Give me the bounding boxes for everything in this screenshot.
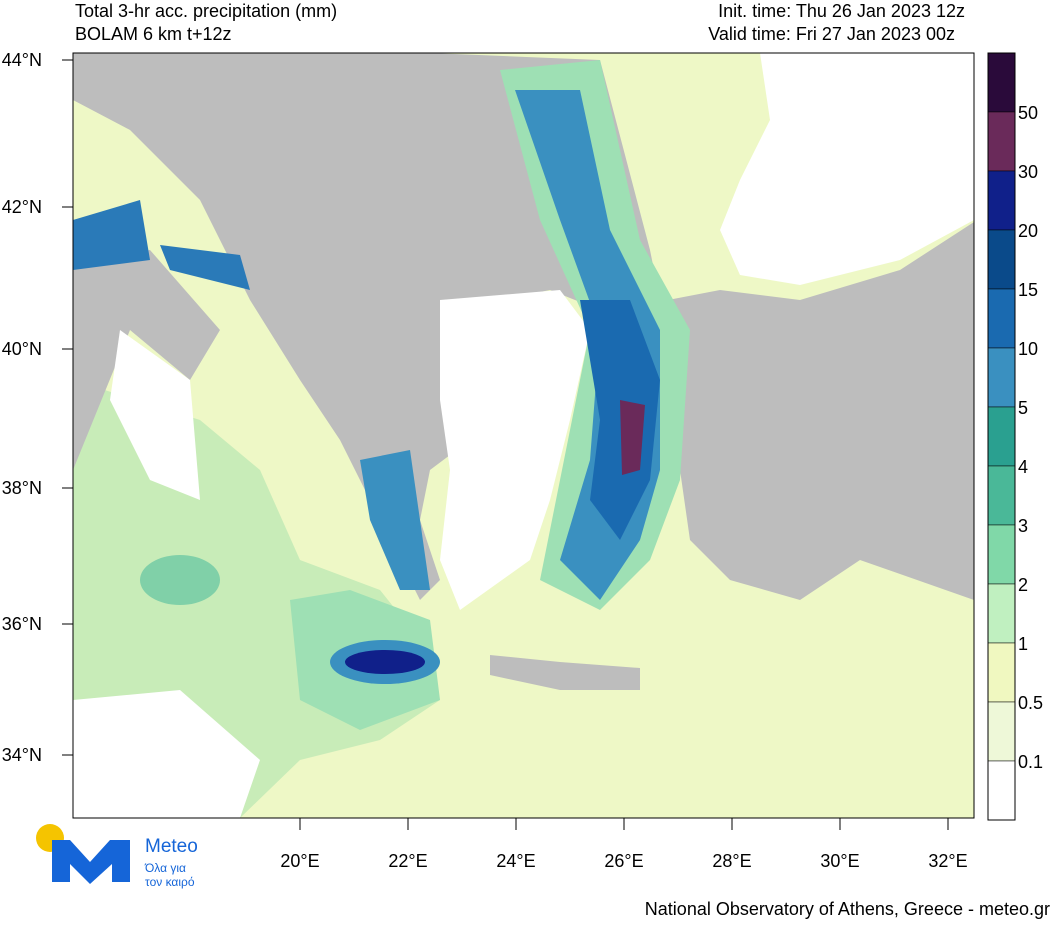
valid-time: Valid time: Fri 27 Jan 2023 00z bbox=[708, 24, 955, 44]
colorbar-label: 30 bbox=[1018, 162, 1038, 182]
colorbar-swatch bbox=[987, 347, 1016, 408]
logo-name: Meteo bbox=[145, 836, 198, 857]
colorbar-swatch bbox=[987, 524, 1016, 585]
logo: Meteo Όλα για τον καιρό bbox=[36, 824, 198, 889]
lon-label: 24°E bbox=[496, 851, 535, 871]
init-time: Init. time: Thu 26 Jan 2023 12z bbox=[718, 1, 965, 21]
lat-label: 44°N bbox=[2, 50, 42, 70]
colorbar-label: 5 bbox=[1018, 398, 1028, 418]
lon-label: 22°E bbox=[388, 851, 427, 871]
lat-label: 40°N bbox=[2, 339, 42, 359]
colorbar-swatch bbox=[987, 642, 1016, 703]
lon-label: 32°E bbox=[928, 851, 967, 871]
colorbar-swatch bbox=[987, 288, 1016, 349]
title: Total 3-hr acc. precipitation (mm) bbox=[75, 1, 337, 21]
lon-label: 28°E bbox=[712, 851, 751, 871]
map bbox=[72, 52, 975, 819]
lat-label: 42°N bbox=[2, 197, 42, 217]
colorbar-swatch bbox=[987, 229, 1016, 290]
colorbar-swatch bbox=[987, 406, 1016, 467]
lat-label: 34°N bbox=[2, 745, 42, 765]
colorbar-swatch bbox=[987, 52, 1016, 113]
colorbar-frame bbox=[987, 52, 1016, 821]
logo-tagline: Όλα για bbox=[144, 861, 186, 875]
colorbar: 50 30 20 15 10 5 4 3 2 1 0.5 0.1 bbox=[987, 52, 1043, 821]
lon-label: 30°E bbox=[820, 851, 859, 871]
colorbar-swatch bbox=[987, 170, 1016, 231]
colorbar-label: 20 bbox=[1018, 221, 1038, 241]
lon-label: 20°E bbox=[280, 851, 319, 871]
colorbar-label: 1 bbox=[1018, 634, 1028, 654]
lon-label: 26°E bbox=[604, 851, 643, 871]
colorbar-swatch bbox=[987, 111, 1016, 172]
colorbar-label: 10 bbox=[1018, 339, 1038, 359]
colorbar-label: 0.5 bbox=[1018, 693, 1043, 713]
colorbar-swatch bbox=[987, 465, 1016, 526]
subtitle: BOLAM 6 km t+12z bbox=[75, 24, 232, 44]
colorbar-label: 3 bbox=[1018, 516, 1028, 536]
colorbar-swatch bbox=[987, 583, 1016, 644]
colorbar-swatch bbox=[987, 760, 1016, 821]
colorbar-label: 50 bbox=[1018, 103, 1038, 123]
colorbar-swatch bbox=[987, 701, 1016, 762]
colorbar-label: 4 bbox=[1018, 457, 1028, 477]
logo-tagline: τον καιρό bbox=[145, 875, 195, 889]
colorbar-label: 2 bbox=[1018, 575, 1028, 595]
footer: National Observatory of Athens, Greece -… bbox=[645, 899, 1050, 919]
colorbar-label: 0.1 bbox=[1018, 752, 1043, 772]
lat-label: 36°N bbox=[2, 614, 42, 634]
colorbar-label: 15 bbox=[1018, 280, 1038, 300]
lat-label: 38°N bbox=[2, 478, 42, 498]
